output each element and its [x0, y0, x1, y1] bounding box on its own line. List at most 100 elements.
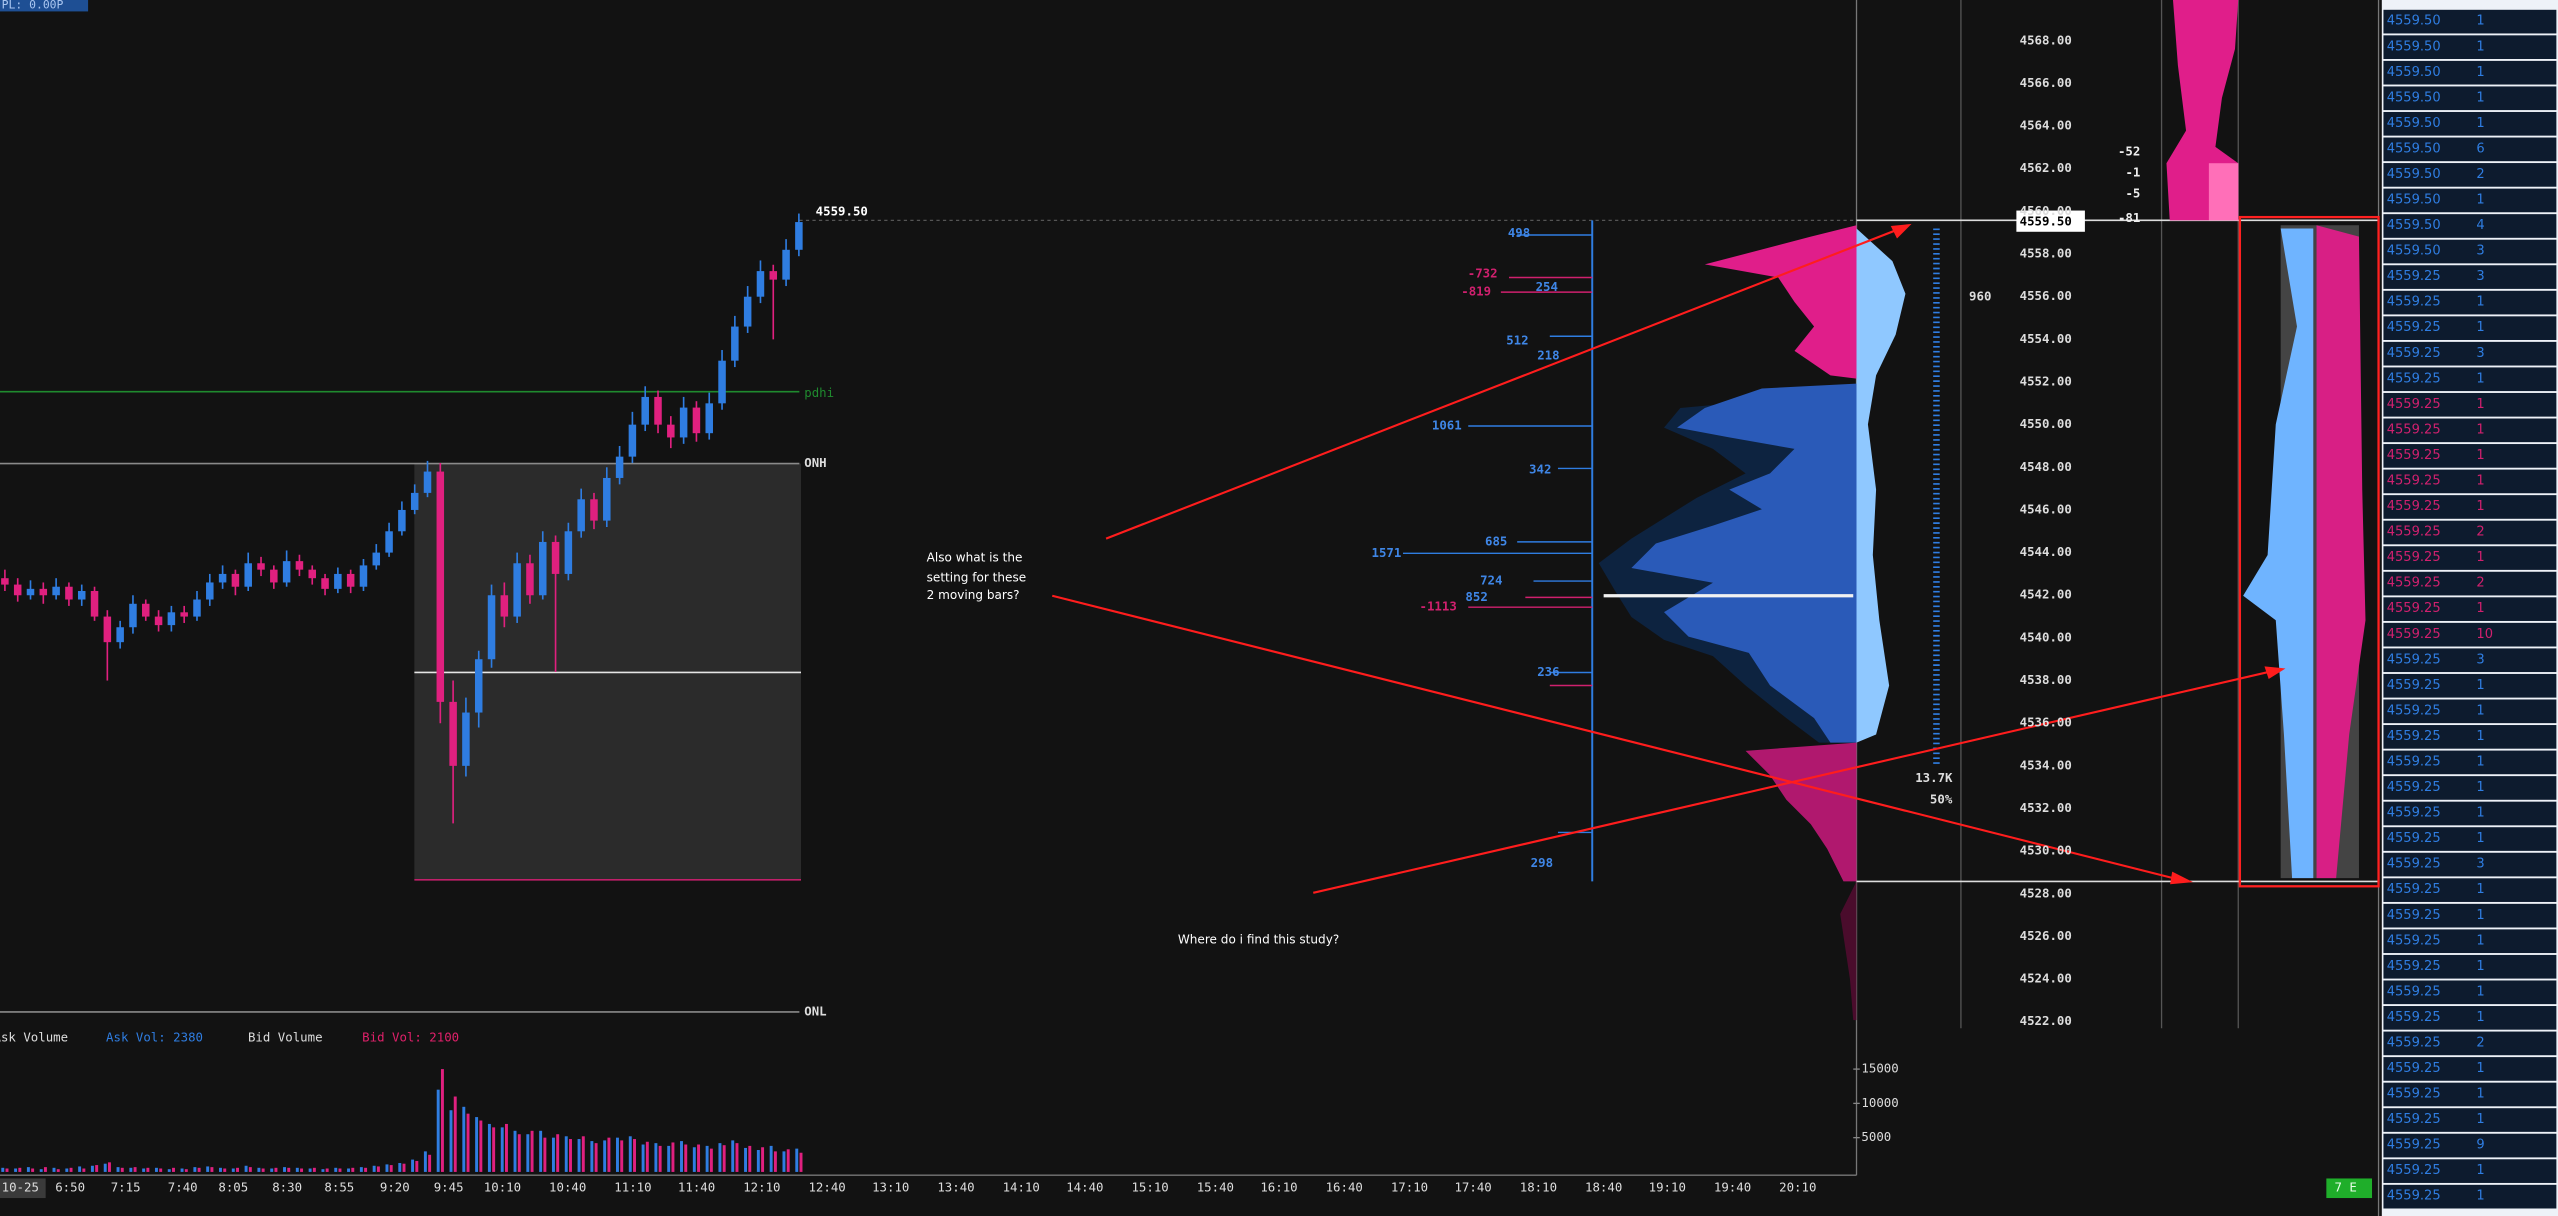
bid-volume-bar	[95, 1165, 99, 1172]
ask-volume-bar	[603, 1140, 607, 1172]
candle-body	[667, 424, 675, 438]
bid-volume-bar	[748, 1145, 752, 1172]
ask-volume-bar	[449, 1110, 453, 1172]
time-axis-label: 12:10	[743, 1180, 780, 1195]
price-axis-label: 4524.00	[2020, 971, 2072, 986]
time-sales-price: 4559.25	[2387, 1087, 2441, 1102]
bid-volume-bar	[799, 1152, 803, 1172]
candle-body	[244, 563, 252, 587]
ask-volume-bar	[142, 1168, 146, 1172]
price-axis-label: 4536.00	[2020, 715, 2072, 730]
delta-label: 685	[1485, 533, 1507, 548]
candle-body	[782, 249, 790, 280]
bid-volume-bar	[69, 1167, 73, 1172]
candle-body	[731, 326, 739, 361]
top-delta: -52	[2118, 143, 2140, 158]
ask-volume-bar	[193, 1167, 197, 1172]
candle-body	[769, 271, 778, 280]
candle-body	[679, 407, 688, 438]
time-axis-label: 8:05	[218, 1180, 248, 1195]
ask-volume-bar	[462, 1106, 466, 1172]
time-sales-price: 4559.50	[2387, 167, 2441, 182]
candle-body	[1, 578, 9, 585]
ask-volume-bar	[359, 1167, 363, 1172]
time-sales-size: 1	[2476, 984, 2484, 999]
ask-volume-bar	[487, 1123, 491, 1172]
time-sales-price: 4559.25	[2387, 729, 2441, 744]
candle-body	[423, 471, 432, 493]
time-sales-size: 1	[2476, 780, 2484, 795]
bid-volume-bar	[107, 1162, 111, 1172]
ask-volume-bar	[411, 1159, 415, 1172]
bid-volume-bar	[376, 1166, 380, 1172]
time-sales-price: 4559.50	[2387, 193, 2441, 208]
time-sales-row	[2383, 1031, 2557, 1056]
bid-volume-bar	[389, 1165, 393, 1172]
ask-volume-bar	[257, 1167, 261, 1172]
ask-volume-bar	[347, 1168, 351, 1172]
time-sales-price: 4559.25	[2387, 1061, 2441, 1076]
ask-volume-bar	[270, 1168, 274, 1172]
time-sales-row	[2383, 60, 2557, 85]
time-sales-row	[2383, 1108, 2557, 1132]
time-axis-label: 14:10	[1003, 1180, 1040, 1195]
bid-volume-bar	[581, 1136, 585, 1172]
date-bg	[0, 1178, 46, 1199]
top-histogram-hi	[2208, 163, 2239, 221]
time-axis-label: 7:15	[111, 1180, 141, 1195]
time-sales-price: 4559.25	[2387, 959, 2441, 974]
candle-body	[334, 573, 342, 589]
time-axis-label: 11:10	[614, 1180, 651, 1195]
ask-volume-bar	[475, 1117, 479, 1172]
time-sales-price: 4559.25	[2387, 933, 2441, 948]
pdhi-label: pdhi	[804, 385, 834, 400]
ask-volume-bar	[616, 1137, 619, 1172]
ask-volume-bar	[769, 1145, 773, 1172]
ask-volume-bar	[321, 1169, 325, 1172]
candle-body	[52, 586, 60, 596]
candle-body	[321, 578, 329, 589]
bid-volume-bar	[133, 1167, 137, 1172]
time-sales-size: 1	[2476, 754, 2484, 769]
bid-volume-bar	[517, 1134, 521, 1172]
delta-bars-neg	[1468, 276, 1593, 687]
time-sales-size: 1	[2476, 90, 2484, 105]
time-sales-size: 1	[2476, 499, 2484, 514]
candle-body	[449, 701, 457, 766]
time-axis-label: 9:45	[434, 1180, 464, 1195]
time-sales-price: 4559.25	[2387, 754, 2441, 769]
ask-volume-bar	[539, 1130, 543, 1172]
ask-volume-bar	[26, 1167, 30, 1172]
ask-volume-bar	[52, 1167, 56, 1172]
candle-body	[718, 360, 726, 404]
time-sales-row	[2383, 290, 2557, 315]
delta-label: 1571	[1372, 545, 1402, 560]
time-sales-size: 1	[2476, 371, 2484, 386]
price-axis-label: 4534.00	[2020, 757, 2072, 772]
candle-body	[462, 712, 470, 766]
time-sales-price: 4559.25	[2387, 1138, 2441, 1153]
ask-volume-bar	[39, 1169, 43, 1172]
bid-volume-bar	[120, 1167, 124, 1172]
time-sales-price: 4559.25	[2387, 652, 2441, 667]
candle-body	[39, 588, 48, 596]
time-sales-size: 1	[2476, 601, 2484, 616]
time-sales-price: 4559.25	[2387, 1010, 2441, 1025]
delta-label: 254	[1536, 279, 1558, 294]
legend-bid-vol: Bid Vol: 2100	[362, 1030, 459, 1045]
delta-label: -819	[1461, 284, 1491, 299]
candle-body	[257, 563, 265, 570]
time-sales-row	[2383, 469, 2557, 494]
time-axis-label: 19:40	[1714, 1180, 1751, 1195]
bid-volume-bar	[645, 1141, 649, 1172]
last-price-label: 4559.50	[816, 204, 868, 219]
ask-volume-bar	[692, 1147, 696, 1172]
candle-body	[743, 296, 752, 327]
bid-volume-bar	[684, 1144, 688, 1172]
time-sales-row	[2383, 520, 2557, 545]
ask-volume-bar	[795, 1148, 799, 1172]
price-axis-label: 4550.00	[2020, 416, 2072, 431]
bid-volume-bar	[159, 1168, 163, 1172]
